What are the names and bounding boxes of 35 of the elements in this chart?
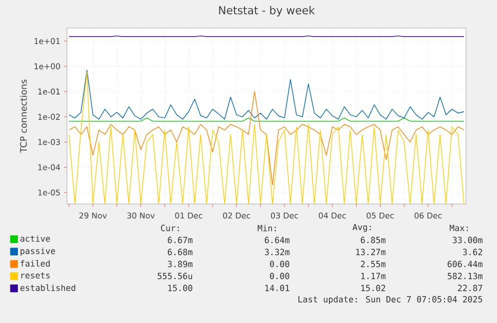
text: 2.55m: [360, 260, 386, 268]
text: 15.00: [168, 284, 192, 292]
text: 15.02: [361, 284, 386, 292]
text: Avg:: [352, 224, 371, 232]
text: 6.67m: [168, 236, 192, 244]
text: Last update: Sun Dec 7 07:05:04 2025: [298, 296, 482, 304]
legend-label: passive: [20, 248, 56, 256]
text: 582.13m: [448, 272, 482, 280]
text: 3.32m: [264, 248, 290, 256]
text: 1.17m: [361, 272, 386, 280]
text: 0.00: [270, 260, 290, 268]
text: 3.89m: [168, 260, 192, 268]
legend-label: failed: [20, 260, 50, 267]
text: 606.44m: [448, 260, 482, 268]
line-series: [68, 72, 464, 204]
text: Cur:: [160, 224, 179, 232]
legend-label: resets: [21, 272, 50, 279]
text: 6.68m: [168, 248, 192, 256]
legend-label: established: [20, 284, 76, 292]
text: Max:: [450, 224, 468, 232]
text: 13.27m: [356, 248, 386, 256]
chart-title: Netstat - by week: [219, 6, 315, 16]
text: 14.01: [265, 284, 290, 292]
text: 555.56u: [158, 272, 192, 280]
y-axis-title: TCP connections: [20, 80, 27, 153]
text: Min:: [258, 224, 276, 232]
line-series: [68, 70, 464, 120]
line-series: [68, 91, 464, 186]
text: 22.87: [458, 284, 482, 292]
text: 6.64m: [264, 236, 290, 244]
legend-label: active: [20, 235, 50, 242]
text: 0.00: [270, 272, 290, 280]
text: 6.85m: [360, 236, 386, 244]
text: 33.00m: [452, 236, 482, 244]
text: 3.62: [462, 248, 482, 256]
